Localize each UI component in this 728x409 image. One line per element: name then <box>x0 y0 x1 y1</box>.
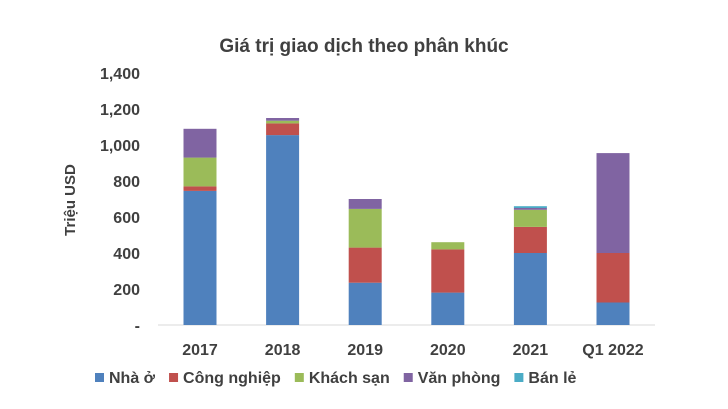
legend-swatch <box>403 373 413 382</box>
y-tick-label: 1,400 <box>100 66 140 83</box>
bar-segment <box>183 157 217 187</box>
bar-segment <box>596 253 630 303</box>
x-tick-label: 2019 <box>347 342 383 359</box>
x-tick-label: 2021 <box>513 342 549 359</box>
y-tick-label: 800 <box>113 174 140 191</box>
bar-segment <box>513 253 547 325</box>
x-tick-label: 2018 <box>265 342 301 359</box>
legend-label: Văn phòng <box>418 370 501 387</box>
bar-segment <box>266 135 300 325</box>
bar-segment <box>513 209 547 227</box>
bar-segment <box>266 118 300 121</box>
bar-segment <box>348 282 382 325</box>
y-tick-label: 600 <box>113 210 140 227</box>
x-tick-label: Q1 2022 <box>582 342 643 359</box>
bar-segment <box>266 120 300 124</box>
bar-segment <box>348 247 382 283</box>
bar-segment <box>596 153 630 253</box>
legend-swatch <box>294 373 304 382</box>
bar-segment <box>513 226 547 253</box>
bar-segment <box>183 186 217 191</box>
bar-segment <box>513 208 547 210</box>
chart-title: Giá trị giao dịch theo phân khúc <box>219 36 509 57</box>
bar-segment <box>348 199 382 209</box>
bar-segment <box>266 123 300 136</box>
legend-label: Khách sạn <box>309 370 390 387</box>
y-tick-label: - <box>135 318 140 335</box>
legend-swatch <box>169 373 179 382</box>
bar-segment <box>431 242 465 250</box>
y-tick-label: 1,200 <box>100 102 140 119</box>
bar-segment <box>183 190 217 325</box>
bar-segment <box>431 292 465 325</box>
bar-segment <box>431 249 465 293</box>
x-tick-label: 2017 <box>182 342 218 359</box>
y-tick-label: 200 <box>113 282 140 299</box>
x-tick-label: 2020 <box>430 342 466 359</box>
bar-segment <box>596 302 630 325</box>
legend-label: Công nghiệp <box>183 370 281 387</box>
y-tick-label: 1,000 <box>100 138 140 155</box>
legend-swatch <box>95 373 104 382</box>
legend-label: Bán lẻ <box>528 370 576 387</box>
legend-label: Nhà ở <box>109 370 156 387</box>
y-axis-label: Triệu USD <box>62 164 79 236</box>
y-tick-label: 400 <box>113 246 140 263</box>
bar-segment <box>513 206 547 208</box>
legend-swatch <box>514 373 524 382</box>
bar-segment <box>183 128 217 158</box>
bar-segment <box>348 208 382 248</box>
